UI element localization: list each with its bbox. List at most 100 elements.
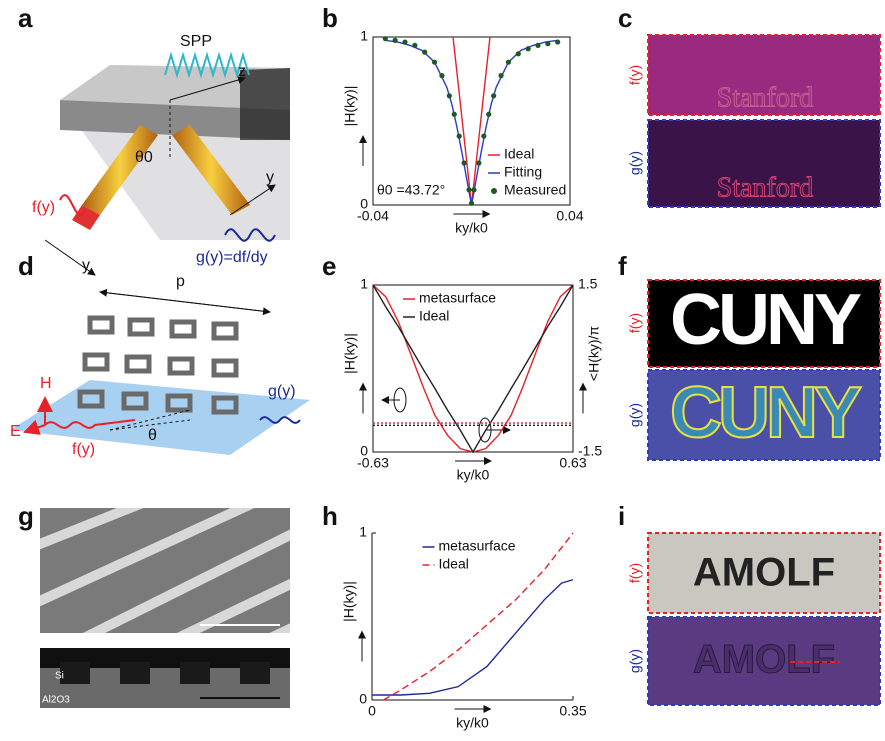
diagram-text: θ0 [135,149,153,166]
data-point [466,187,472,193]
x-tick-label: 0.35 [559,703,586,719]
diagram-text: Si [55,671,64,682]
data-point [535,42,541,49]
y-tick-label: 1 [360,28,368,44]
diagram-text: f(y) [72,441,95,458]
data-point [476,160,482,166]
image-f: CUNY CUNY f(y) g(y) [627,279,881,461]
y-axis-label: |H(ky)| [342,86,358,127]
legend-label: Measured [504,182,566,198]
image-word: AMOLF [693,638,835,682]
data-point [525,46,531,52]
diagram-text: SPP [180,33,212,50]
panel-label: c [618,3,632,33]
panel-label: f [618,251,627,281]
y-tick-label: 1 [359,524,367,540]
legend-label: Ideal [419,308,449,324]
y2-axis-label: <H(ky)/π [586,326,602,382]
legend-label: Ideal [504,146,534,162]
x-tick-label: -0.63 [357,455,389,471]
image-word: CUNY [670,373,861,453]
data-point [392,37,398,43]
data-point [481,133,487,139]
image-label: f(y) [627,313,643,333]
y-tick-label: 1 [360,276,368,292]
image-word: AMOLF [693,551,835,595]
panel-label: d [18,251,34,281]
y-axis-label: |H(ky)| [341,581,357,622]
image-i: AMOLF AMOLF f(y) g(y) [627,532,881,706]
diagram-text: y [82,257,90,274]
data-line [452,36,491,206]
data-point [545,41,551,47]
data-point [382,36,388,42]
diagram-text: z [238,63,246,80]
image-word: Stanford [717,82,813,113]
data-line [383,532,574,701]
x-tick-label: 0 [368,703,376,719]
image-label: f(y) [627,65,643,85]
image-word: Stanford [717,172,813,203]
y-tick-label: 0 [359,691,367,707]
image-label: g(y) [627,151,643,175]
y-axis-label: |H(ky)| [342,333,358,374]
data-line [385,39,558,206]
diagram-a: SPP z θ0 f(y) y y g(y)=df/dy [32,33,290,276]
data-point [422,49,428,55]
data-point [505,59,512,65]
legend-label: Ideal [439,556,469,572]
y-tick-label: 0 [360,196,368,212]
panel-label: b [322,3,338,33]
axis-pointers [381,387,511,443]
diagram-text: Al2O3 [42,695,70,706]
y2-tick-label: -1.5 [578,443,602,459]
data-point [471,187,477,193]
data-point [491,93,497,99]
data-point [555,39,561,45]
data-point [446,93,452,99]
diagram-text: f(y) [32,199,55,216]
x-tick-label: -0.04 [357,208,389,224]
data-line [372,284,574,454]
data-point [515,51,521,57]
plot-frame [372,36,571,206]
diagram-text: g(y) [268,383,296,400]
data-point [468,200,475,206]
diagram-text: H [40,375,52,392]
legend-label: Fitting [504,164,542,180]
x-tick-label: 0.04 [556,208,583,224]
data-point [486,111,492,117]
x-axis-label: ky/k0 [457,467,490,483]
diagram-text: θ [148,427,157,444]
panel-label: a [18,3,33,33]
y-tick-label: 0 [360,443,368,459]
diagram-text: y [266,169,274,186]
annotation: θ0 =43.72° [377,182,445,198]
data-point [412,42,418,49]
sem-images: Si Al2O3 [40,508,290,708]
data-point [431,59,438,65]
data-point [402,39,408,45]
diagram-d: p H E f(y) θ g(y) [10,273,310,458]
panel-label: i [618,501,625,531]
legend-label: metasurface [439,538,516,554]
legend-label: metasurface [419,290,496,306]
image-label: g(y) [627,649,643,673]
y2-tick-label: 1.5 [578,276,598,292]
panel-label: e [322,251,336,281]
diagram-text: p [176,273,185,290]
image-label: g(y) [627,403,643,427]
panel-label: g [18,501,34,531]
x-axis-label: ky/k0 [455,220,488,236]
image-word: CUNY [670,280,861,360]
legend-marker [491,188,497,194]
data-line [372,579,574,696]
diagram-text: g(y)=df/dy [196,249,268,266]
diagram-text: E [10,423,21,440]
data-point [439,73,445,79]
data-point [451,111,457,117]
data-point [498,73,504,79]
plot-frame [372,284,574,453]
image-c: Stanford Stanford f(y) g(y) [627,34,881,208]
data-line [372,284,574,453]
